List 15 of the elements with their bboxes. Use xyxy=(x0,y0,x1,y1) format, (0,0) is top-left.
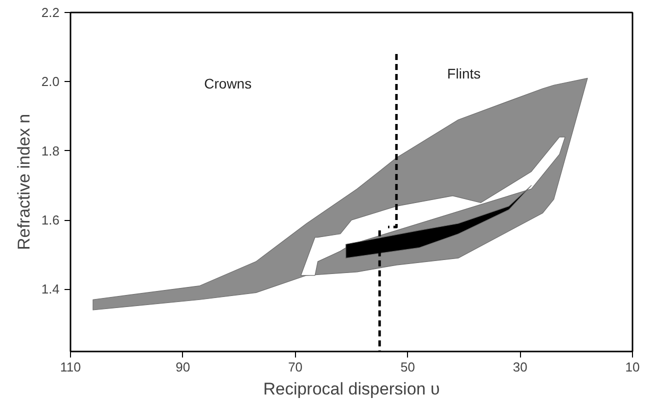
x-tick-label: 10 xyxy=(625,360,640,374)
x-tick-label: 110 xyxy=(60,360,81,374)
x-tick-label: 90 xyxy=(176,360,190,374)
y-tick-label: 2.2 xyxy=(41,5,60,20)
x-tick-label: 30 xyxy=(512,360,528,374)
y-tick-label: 1.6 xyxy=(41,212,60,228)
annotation: Crowns xyxy=(204,76,252,92)
annotation: Flints xyxy=(447,66,481,82)
x-axis-title: Reciprocal dispersion υ xyxy=(263,380,440,398)
y-tick-label: 2.0 xyxy=(41,74,60,90)
y-axis-title: Refractive index n xyxy=(14,114,34,250)
y-tick-label: 1.8 xyxy=(41,143,60,158)
y-tick-label: 1.4 xyxy=(41,282,60,297)
x-tick-label: 70 xyxy=(288,360,303,374)
x-tick-label: 50 xyxy=(400,360,415,374)
